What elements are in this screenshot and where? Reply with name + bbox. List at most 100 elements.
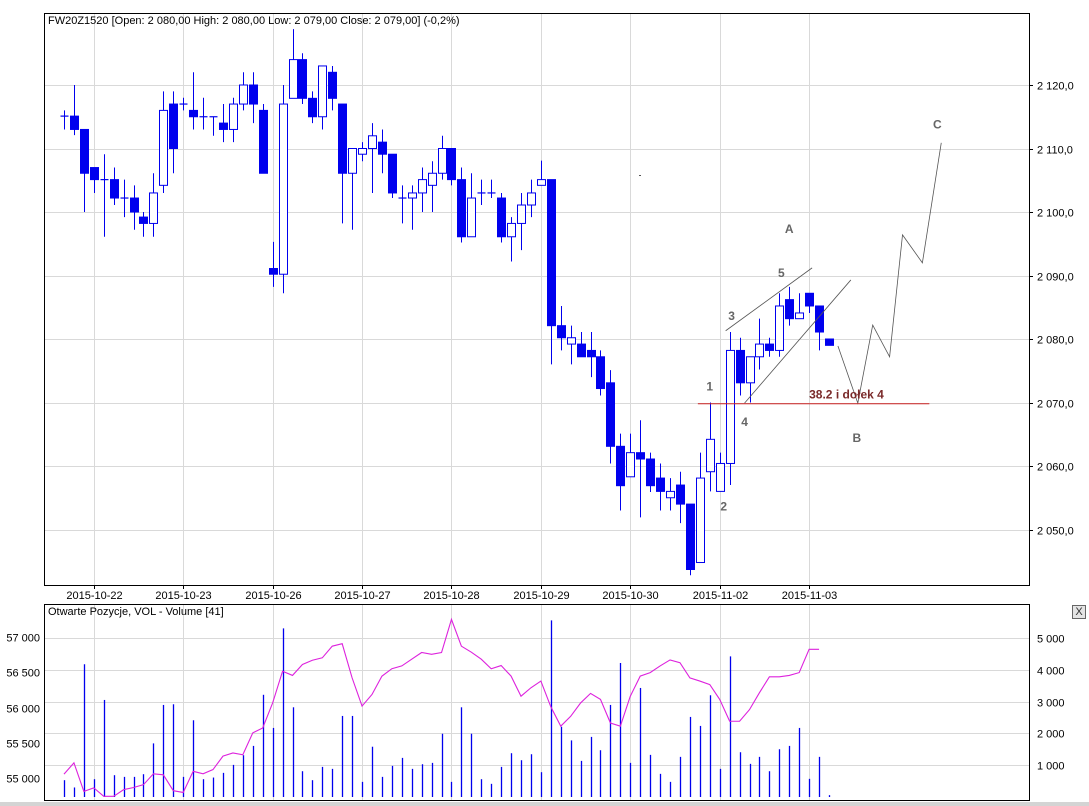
candle <box>507 217 516 262</box>
candle <box>497 192 506 243</box>
price-tick-label: 2 110,0 <box>1037 145 1073 157</box>
candle-body <box>587 349 596 358</box>
candle-body <box>795 312 804 320</box>
candle-body <box>328 71 337 99</box>
candle-body <box>219 122 228 130</box>
candle <box>139 212 148 237</box>
candle <box>358 142 367 162</box>
candle-body <box>298 59 307 99</box>
price-tick-label: 2 090,0 <box>1037 272 1074 284</box>
annotations: 38.2 i dołek 4 1 2 3 4 5 A B C <box>639 117 942 514</box>
candle <box>279 85 288 294</box>
candle <box>547 179 556 365</box>
candle-body <box>775 305 784 351</box>
candle-body <box>368 135 377 150</box>
candle-body <box>358 148 367 155</box>
candle-body <box>666 490 675 499</box>
candle <box>120 179 129 218</box>
candle-body <box>259 109 268 174</box>
candle-body <box>289 59 298 99</box>
candle-body <box>338 103 347 174</box>
support-label: 38.2 i dołek 4 <box>809 388 884 402</box>
candle <box>249 72 258 124</box>
candle-body <box>169 103 178 150</box>
candle <box>368 123 377 193</box>
date-label: 2015-10-26 <box>245 590 301 602</box>
candle-body <box>626 452 635 478</box>
candle-body <box>308 97 317 118</box>
candle <box>110 167 119 206</box>
volume-bars <box>63 620 831 797</box>
candle-body <box>746 356 755 384</box>
candle <box>199 97 208 130</box>
wave-label: C <box>933 117 942 131</box>
candle <box>60 110 69 130</box>
candle-body <box>80 128 89 174</box>
x-close-icon[interactable]: X <box>1072 605 1086 619</box>
candle <box>775 293 784 357</box>
candle-body <box>696 477 705 564</box>
candle-body <box>755 343 764 358</box>
candle <box>219 104 228 143</box>
candle <box>626 433 635 478</box>
volume-tick-label: 2 000 <box>1037 729 1065 741</box>
wave-label: B <box>852 431 861 445</box>
candle <box>527 179 536 218</box>
price-tick-label: 2 050,0 <box>1037 526 1074 538</box>
candle-body <box>706 438 715 473</box>
candle <box>159 91 168 193</box>
candle-body <box>189 109 198 118</box>
candle <box>656 463 665 511</box>
candle <box>805 292 814 313</box>
candle-body <box>815 305 824 333</box>
candle-body <box>269 268 278 275</box>
instrument-header: FW20Z1520 [Open: 2 080,00 High: 2 080,00… <box>48 15 460 27</box>
candle <box>736 337 745 396</box>
marker-dot <box>639 175 641 176</box>
candle-body <box>547 179 556 327</box>
candles <box>60 29 834 576</box>
candle <box>696 452 705 564</box>
candle <box>646 452 655 493</box>
candle <box>587 332 596 378</box>
candle <box>765 337 774 357</box>
candle-body <box>537 179 546 186</box>
price-tick-label: 2 060,0 <box>1037 462 1074 474</box>
candle <box>815 305 824 351</box>
bottom-edge <box>0 802 1089 806</box>
candle <box>577 332 586 358</box>
oi-tick-label: 56 500 <box>6 668 40 680</box>
date-label: 2015-10-23 <box>155 590 211 602</box>
candle <box>169 91 178 174</box>
candle-body <box>149 192 158 224</box>
candle-body <box>676 484 685 505</box>
volume-tick-label: 3 000 <box>1037 698 1065 710</box>
candle-body <box>686 503 695 571</box>
candle-body <box>139 216 148 224</box>
candle-body <box>239 84 248 105</box>
candle-body <box>467 197 476 238</box>
candle-body <box>736 349 745 384</box>
date-label: 2015-11-03 <box>782 590 837 602</box>
volume-tick-label: 5 000 <box>1037 634 1065 646</box>
wave-label: 3 <box>728 309 735 323</box>
candle-body <box>507 222 516 238</box>
price-tick-label: 2 080,0 <box>1037 335 1074 347</box>
price-grid <box>45 14 1029 585</box>
candle <box>100 154 109 237</box>
candle <box>438 135 447 180</box>
volume-tick-label: 1 000 <box>1037 761 1065 773</box>
axes: 2 050,0 2 060,0 2 070,0 2 080,0 2 090,0 2 100… <box>6 81 1073 786</box>
oi-tick-label: 57 000 <box>6 633 40 645</box>
candle-body <box>577 343 586 358</box>
candle <box>606 370 615 464</box>
candle <box>289 29 298 99</box>
candle <box>487 179 496 199</box>
candle <box>716 452 725 492</box>
candle <box>90 167 99 193</box>
candle <box>706 402 715 492</box>
candle <box>428 161 437 212</box>
candle-body <box>606 382 615 447</box>
